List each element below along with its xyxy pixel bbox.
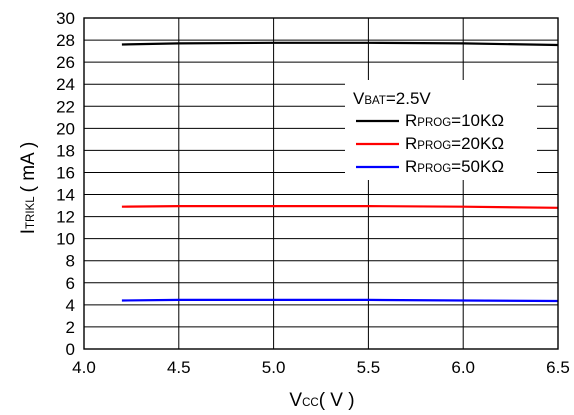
y-tick-label: 22 <box>56 97 75 116</box>
x-axis-title-sub: CC <box>302 397 319 409</box>
series-line-1 <box>121 41 559 47</box>
y-axis-title-sub: TRIKL <box>25 196 37 229</box>
legend-label-2: RPROG=20KΩ <box>405 134 504 153</box>
legend-label-sub: PROG <box>417 163 451 175</box>
series-line-3 <box>121 298 559 303</box>
legend-annotation: VBAT=2.5V <box>353 89 431 108</box>
y-axis-title-suffix: ( mA ) <box>18 142 39 193</box>
series-line-2 <box>121 205 559 209</box>
legend-label-suffix: =20KΩ <box>451 134 504 153</box>
y-axis-title: ITRIKL ( mA ) <box>18 142 39 235</box>
y-tick-label: 8 <box>66 252 75 271</box>
y-tick-label: 14 <box>56 186 75 205</box>
x-tick-label: 5.0 <box>262 358 286 377</box>
y-tick-label: 26 <box>56 53 75 72</box>
x-axis-title-main: V <box>289 390 302 411</box>
legend-label-main: R <box>405 157 417 176</box>
legend-label-sub: PROG <box>417 140 451 152</box>
y-tick-label: 10 <box>56 230 75 249</box>
x-axis-title: VCC( V ) <box>289 390 354 411</box>
legend-label-main: R <box>405 134 417 153</box>
annotation-suffix: =2.5V <box>386 89 432 108</box>
annotation-main: V <box>353 89 365 108</box>
legend-box <box>345 80 537 180</box>
y-tick-label: 12 <box>56 208 75 227</box>
legend-label-sub: PROG <box>417 117 451 129</box>
legend-label-3: RPROG=50KΩ <box>405 157 504 176</box>
legend-label-1: RPROG=10KΩ <box>405 111 504 130</box>
x-tick-label: 5.5 <box>357 358 381 377</box>
y-tick-label: 24 <box>56 75 75 94</box>
y-tick-label: 0 <box>66 340 75 359</box>
x-tick-label: 4.5 <box>167 358 191 377</box>
legend-label-suffix: =10KΩ <box>451 111 504 130</box>
y-tick-label: 4 <box>66 296 75 315</box>
y-tick-label: 6 <box>66 274 75 293</box>
y-tick-label: 20 <box>56 119 75 138</box>
x-axis-title-suffix: ( V ) <box>319 390 355 411</box>
x-tick-label: 6.0 <box>451 358 475 377</box>
legend-label-suffix: =50KΩ <box>451 157 504 176</box>
y-tick-label: 18 <box>56 141 75 160</box>
plot-frame <box>83 17 559 350</box>
y-tick-label: 28 <box>56 31 75 50</box>
y-tick-label: 16 <box>56 163 75 182</box>
legend-label-main: R <box>405 111 417 130</box>
series-layer <box>121 41 559 303</box>
y-tick-label: 30 <box>56 9 75 28</box>
annotation-sub: BAT <box>364 95 386 107</box>
x-tick-label: 6.5 <box>546 358 570 377</box>
y-tick-label: 2 <box>66 318 75 337</box>
x-tick-label: 4.0 <box>72 358 96 377</box>
y-axis-title-main: I <box>18 229 39 234</box>
